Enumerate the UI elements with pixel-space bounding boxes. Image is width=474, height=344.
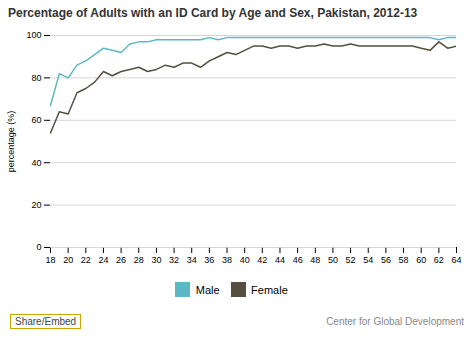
- svg-text:24: 24: [98, 255, 108, 265]
- svg-text:46: 46: [293, 255, 303, 265]
- svg-text:42: 42: [257, 255, 267, 265]
- svg-text:52: 52: [346, 255, 356, 265]
- html-text:Female: Female: [251, 283, 288, 296]
- svg-text:80: 80: [31, 73, 41, 83]
- svg-text:58: 58: [399, 255, 409, 265]
- svg-text:64: 64: [451, 255, 461, 265]
- svg-text:32: 32: [169, 255, 179, 265]
- svg-text:20: 20: [31, 200, 41, 210]
- html-text:Percentage of Adults with an I: Percentage of Adults with an ID Card by …: [8, 6, 418, 20]
- svg-text:48: 48: [310, 255, 320, 265]
- html-text:Center for Global Development: Center for Global Development: [326, 315, 464, 327]
- svg-text:18: 18: [45, 255, 55, 265]
- svg-text:54: 54: [363, 255, 373, 265]
- svg-text:40: 40: [31, 158, 41, 168]
- svg-text:22: 22: [81, 255, 91, 265]
- svg-text:36: 36: [204, 255, 214, 265]
- svg-text:28: 28: [134, 255, 144, 265]
- svg-text:50: 50: [328, 255, 338, 265]
- svg-text:56: 56: [381, 255, 391, 265]
- svg-text:62: 62: [434, 255, 444, 265]
- svg-text:60: 60: [416, 255, 426, 265]
- svg-text:30: 30: [151, 255, 161, 265]
- svg-text:44: 44: [275, 255, 285, 265]
- svg-text:percentage (%): percentage (%): [6, 111, 16, 173]
- svg-text:100: 100: [26, 30, 41, 40]
- svg-text:20: 20: [63, 255, 73, 265]
- svg-text:26: 26: [116, 255, 126, 265]
- svg-text:40: 40: [240, 255, 250, 265]
- svg-text:60: 60: [31, 115, 41, 125]
- html-text:Share/Embed: Share/Embed: [15, 315, 77, 327]
- html-text:Male: Male: [195, 283, 220, 296]
- svg-text:38: 38: [222, 255, 232, 265]
- svg-text:0: 0: [36, 242, 41, 252]
- svg-text:34: 34: [187, 255, 197, 265]
